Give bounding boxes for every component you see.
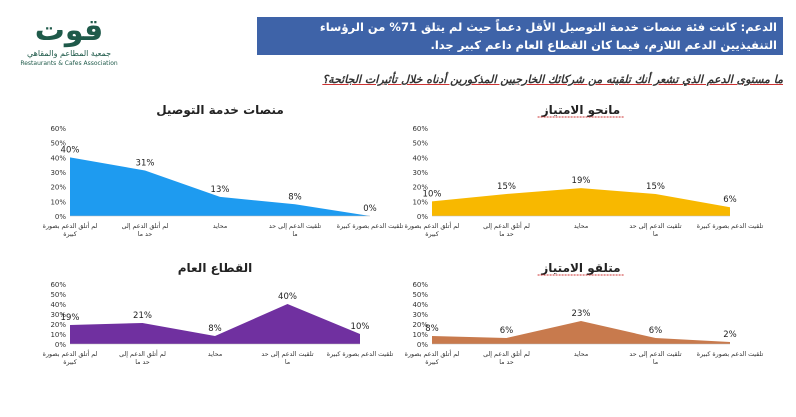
y-tick-label: 20%: [412, 184, 428, 192]
x-tick-label: محايد: [213, 223, 227, 230]
data-label: 6%: [649, 326, 663, 336]
x-tick-label: لم أتلق الدعم إلى حد ما: [119, 349, 166, 366]
x-tick-label: تلقيت الدعم بصورة كبيرة: [327, 351, 394, 358]
y-tick-label: 40%: [50, 154, 66, 162]
y-tick-label: 0%: [55, 341, 66, 349]
y-tick-label: 40%: [50, 301, 66, 309]
chart-title: متلقو الامتياز: [540, 261, 620, 276]
logo-arabic-name: جمعية المطاعم والمقاهي: [26, 49, 112, 58]
data-label: 31%: [136, 159, 155, 169]
x-tick-label: تلقيت الدعم بصورة كبيرة: [697, 351, 764, 358]
y-tick-label: 50%: [50, 291, 66, 299]
x-tick-label: محايد: [208, 351, 222, 358]
x-tick-label: تلقيت الدعم إلى حد ما: [261, 351, 313, 366]
data-label: 6%: [723, 195, 737, 205]
y-tick-label: 40%: [412, 301, 428, 309]
chart-title: القطاع العام: [178, 261, 253, 276]
series-area: [432, 321, 730, 344]
chart-svg: متلقو الامتياز 0% 10% 20% 30% 40% 50% 60% 8% 6% 23…: [405, 261, 764, 366]
y-tick-label: 60%: [412, 125, 428, 133]
y-tick-label: 60%: [412, 281, 428, 289]
x-tick-label: تلقيت الدعم بصورة كبيرة: [697, 223, 764, 230]
y-tick-label: 0%: [55, 213, 66, 221]
survey-question: ما مستوى الدعم الذي تشعر أنك تلقيته من ش…: [322, 73, 783, 86]
data-label: 15%: [497, 182, 516, 192]
data-label: 19%: [572, 176, 591, 186]
y-tick-label: 20%: [50, 184, 66, 192]
x-tick-label: لم أتلق الدعم إلى حد ما: [122, 221, 169, 238]
data-label: 23%: [572, 309, 591, 319]
data-label: 2%: [723, 330, 737, 340]
y-tick-label: 30%: [412, 311, 428, 319]
y-tick-label: 10%: [50, 331, 66, 339]
chart-title: مانحو الامتياز: [541, 103, 620, 118]
x-tick-label: لم أتلق الدعم بصورة كبيرة: [405, 221, 460, 238]
x-tick-label: محايد: [574, 223, 588, 230]
chart-svg: القطاع العام 0% 10% 20% 30% 40% 50% 60% 19% 21% 8%…: [43, 261, 394, 366]
chart-delivery-platforms: منصات خدمة التوصيل 0% 10% 20% 30% 40% 50% 60% 40…: [30, 100, 404, 245]
logo-english-name: Restaurants & Cafes Association: [20, 60, 118, 67]
data-label: 10%: [423, 189, 442, 199]
y-tick-label: 50%: [412, 140, 428, 148]
x-tick-label: تلقيت الدعم إلى حد ما: [629, 351, 681, 366]
y-tick-label: 30%: [50, 311, 66, 319]
chart-franchisees: متلقو الامتياز 0% 10% 20% 30% 40% 50% 60% 8% 6% 23…: [400, 258, 764, 383]
logo-mark: قوت: [34, 13, 104, 48]
data-label: 15%: [646, 182, 665, 192]
y-tick-label: 20%: [50, 321, 66, 329]
x-tick-label: لم أتلق الدعم بصورة كبيرة: [43, 221, 98, 238]
x-tick-label: تلقيت الدعم إلى حد ما: [269, 223, 321, 238]
data-label: 0%: [363, 204, 377, 214]
chart-svg: مانحو الامتياز0%10%20%30%40%50%60%10%15%…: [405, 103, 764, 238]
x-tick-label: تلقيت الدعم بصورة كبيرة: [337, 223, 404, 230]
series-area: [432, 188, 730, 216]
x-tick-label: لم أتلق الدعم إلى حد ما: [483, 221, 530, 238]
y-tick-label: 60%: [50, 281, 66, 289]
x-tick-label: لم أتلق الدعم بصورة كبيرة: [405, 349, 460, 366]
data-label: 6%: [500, 326, 514, 336]
data-label: 10%: [351, 322, 370, 332]
association-logo: قوت جمعية المطاعم والمقاهي Restaurants &…: [14, 14, 124, 76]
data-label: 8%: [208, 324, 222, 334]
y-tick-label: 10%: [412, 198, 428, 206]
y-tick-label: 20%: [412, 321, 428, 329]
y-tick-label: 10%: [50, 198, 66, 206]
y-tick-label: 10%: [412, 331, 428, 339]
y-tick-label: 30%: [412, 169, 428, 177]
data-label: 40%: [61, 145, 80, 155]
chart-svg: منصات خدمة التوصيل0%10%20%30%40%50%60%40…: [43, 103, 404, 238]
chart-title: منصات خدمة التوصيل: [156, 103, 284, 118]
data-label: 13%: [211, 185, 230, 195]
x-tick-label: لم أتلق الدعم بصورة كبيرة: [43, 349, 98, 366]
series-area: [70, 157, 370, 216]
data-label: 8%: [288, 192, 302, 202]
y-tick-label: 50%: [50, 140, 66, 148]
series-area: [70, 304, 360, 344]
data-label: 21%: [133, 311, 152, 321]
data-label: 40%: [278, 292, 297, 302]
chart-public-sector: القطاع العام 0% 10% 20% 30% 40% 50% 60% 19% 21% 8%…: [30, 258, 394, 383]
y-tick-label: 30%: [50, 169, 66, 177]
x-tick-label: محايد: [574, 351, 588, 358]
x-tick-label: تلقيت الدعم إلى حد ما: [629, 223, 681, 238]
y-tick-label: 40%: [412, 154, 428, 162]
y-tick-label: 50%: [412, 291, 428, 299]
chart-franchisors: مانحو الامتياز 0% 10% 20% 30% 40% 50% 60% 10% 15%…: [400, 100, 764, 245]
y-tick-label: 60%: [50, 125, 66, 133]
data-label: 19%: [61, 313, 80, 323]
headline-banner: الدعم: كانت فئة منصات خدمة التوصيل الأقل…: [257, 17, 783, 55]
x-tick-label: لم أتلق الدعم إلى حد ما: [483, 349, 530, 366]
y-tick-label: 0%: [417, 341, 428, 349]
data-label: 8%: [425, 324, 439, 334]
y-tick-label: 0%: [417, 213, 428, 221]
